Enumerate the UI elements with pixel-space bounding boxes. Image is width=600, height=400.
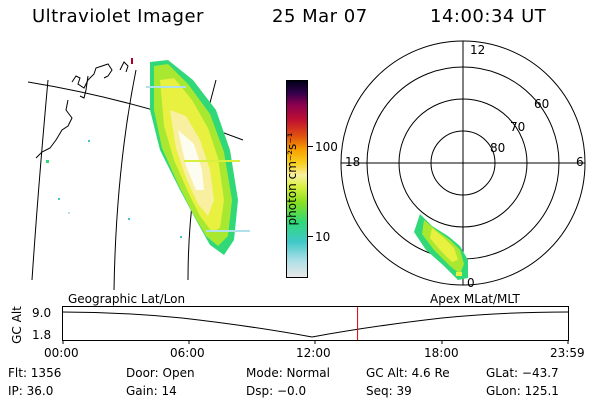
- lat-label-80: 80: [490, 141, 506, 155]
- timeline-y-tick: 1.8: [32, 328, 52, 342]
- lat-label-60: 60: [534, 97, 550, 111]
- mlt-label-right: 6: [576, 155, 584, 169]
- timeline-x-tick: 12:00: [296, 346, 331, 360]
- polar-aurora: [414, 214, 468, 280]
- timeline-x-tick: 23:59: [550, 346, 585, 360]
- coord-system-right: Apex MLat/MLT: [430, 292, 520, 306]
- timeline-x-tick: 06:00: [170, 346, 205, 360]
- mlt-label-bottom: 0: [467, 276, 475, 290]
- lat-label-70: 70: [510, 120, 526, 134]
- mlt-label-left: 18: [345, 155, 361, 169]
- gc-altitude: GC Alt: 4.6 Re: [366, 366, 450, 380]
- timeline-y-tick: 9.0: [32, 306, 52, 320]
- colorbar-tick-label: 100: [315, 140, 338, 154]
- flight-number: Flt: 1356: [8, 366, 62, 380]
- timeline-y-title: GC Alt: [10, 306, 24, 344]
- mlt-label-top: 12: [470, 43, 486, 57]
- dsp-value: Dsp: −0.0: [246, 384, 307, 398]
- colorbar-tick-label: 10: [315, 230, 331, 244]
- timeline-x-tick: 00:00: [44, 346, 79, 360]
- mode-status: Mode: Normal: [246, 366, 330, 380]
- instrument-title: Ultraviolet Imager: [32, 6, 204, 27]
- colorbar-tick: [307, 146, 313, 147]
- sequence-number: Seq: 39: [366, 384, 412, 398]
- geographic-map: [28, 58, 250, 290]
- geographic-longitude: GLon: 125.1: [486, 384, 559, 398]
- polar-plot: [340, 40, 586, 286]
- colorbar-unit-label: photon cm⁻²s⁻¹: [285, 132, 299, 226]
- coord-system-left: Geographic Lat/Lon: [68, 292, 186, 306]
- date-label: 25 Mar 07: [272, 6, 368, 27]
- altitude-timeline: [62, 306, 569, 344]
- time-label: 14:00:34 UT: [430, 6, 547, 27]
- timeline-x-tick: 18:00: [424, 346, 459, 360]
- door-status: Door: Open: [126, 366, 195, 380]
- gain-value: Gain: 14: [126, 384, 177, 398]
- ip-value: IP: 36.0: [8, 384, 54, 398]
- colorbar-tick: [307, 236, 313, 237]
- colorbar: [286, 80, 308, 278]
- geographic-latitude: GLat: −43.7: [486, 366, 559, 380]
- aurora-emission: [46, 60, 250, 255]
